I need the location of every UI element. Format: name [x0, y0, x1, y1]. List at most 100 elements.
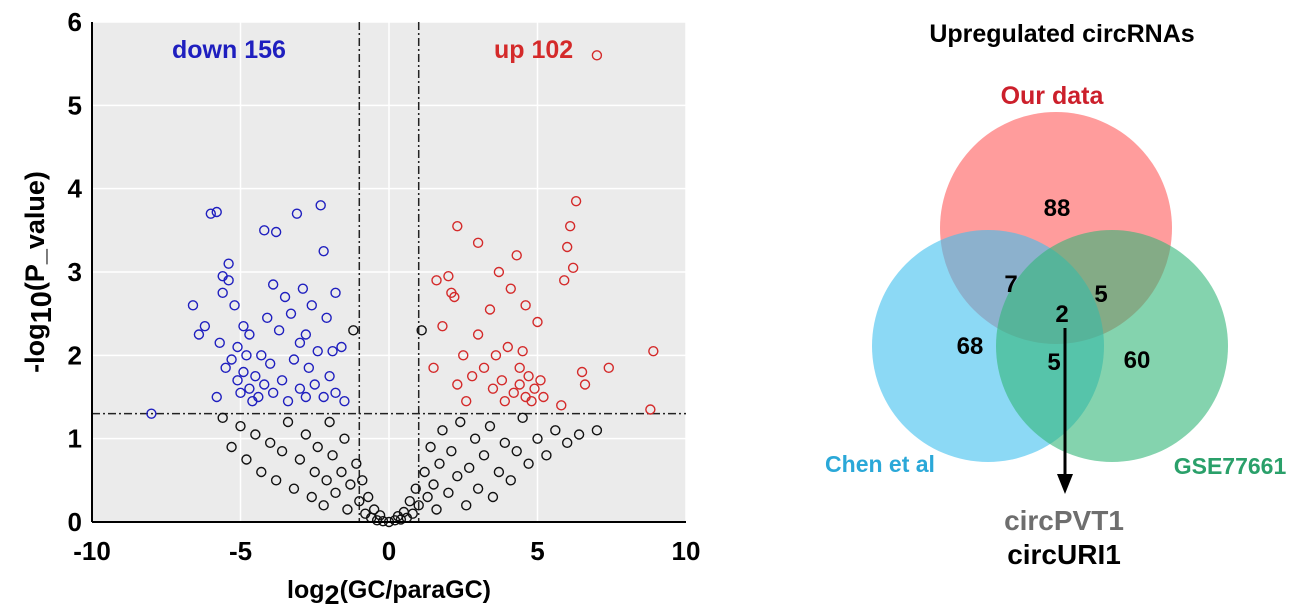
data-point [351, 458, 362, 469]
data-point [478, 450, 490, 461]
data-point [276, 375, 288, 386]
count-chen-gse: 5 [1047, 349, 1060, 376]
data-point [312, 441, 323, 453]
data-point [499, 437, 511, 449]
data-point [496, 375, 508, 386]
data-point [431, 504, 442, 515]
data-point [232, 341, 243, 353]
y-tick-label: 6 [68, 7, 82, 37]
y-tick-label: 0 [68, 507, 82, 537]
data-point [235, 387, 246, 399]
data-point [455, 416, 466, 428]
data-point [220, 362, 231, 374]
y-axis-label-sub: 10 [26, 291, 58, 323]
count-only-our-data: 88 [1044, 195, 1071, 222]
data-point [505, 283, 516, 294]
data-point [478, 362, 490, 374]
data-point [253, 391, 264, 403]
data-point [241, 350, 252, 361]
data-point [235, 420, 246, 432]
data-point [535, 375, 546, 386]
result-circpvt1: circPVT1 [1004, 505, 1124, 536]
data-point [428, 479, 439, 490]
data-point [265, 437, 276, 449]
x-tick-labels: -10 -5 0 5 10 [73, 536, 700, 566]
data-point [443, 270, 454, 282]
y-axis-label-rest: (P_value) [20, 171, 50, 291]
data-point [336, 341, 347, 353]
data-point [493, 466, 505, 478]
x-tick-label: -5 [229, 536, 252, 566]
data-point [300, 329, 312, 340]
data-point [505, 475, 516, 486]
data-point [321, 312, 332, 324]
data-point [437, 425, 448, 436]
data-point [330, 387, 341, 399]
y-tick-label: 5 [68, 90, 82, 120]
data-point [576, 366, 588, 378]
data-point [309, 379, 320, 390]
data-point [238, 366, 249, 378]
data-point [241, 454, 252, 465]
data-point [267, 387, 279, 399]
data-point [579, 379, 591, 390]
data-point [238, 320, 249, 332]
data-point [538, 391, 549, 403]
data-point [502, 341, 513, 353]
data-point [511, 445, 522, 457]
data-point [315, 200, 326, 211]
up-count-label: up 102 [494, 36, 573, 64]
count-only-gse: 60 [1124, 347, 1151, 374]
data-point [309, 466, 320, 478]
down-count-label: down 156 [172, 36, 286, 64]
data-point [446, 445, 457, 457]
data-point [146, 408, 157, 419]
data-point [330, 487, 341, 499]
y-tick-label: 4 [68, 174, 83, 204]
data-point [327, 450, 338, 461]
data-point [466, 370, 478, 382]
data-point [508, 387, 519, 399]
data-point [279, 291, 291, 303]
data-point [529, 383, 540, 394]
data-point [532, 433, 543, 444]
data-point [425, 441, 436, 453]
data-point [267, 279, 279, 290]
data-point [250, 370, 261, 382]
data-point [416, 325, 427, 336]
data-point [330, 287, 341, 299]
data-point [318, 391, 329, 403]
data-point [357, 475, 368, 486]
data-point [517, 412, 528, 424]
venn-title: Upregulated circRNAs [929, 20, 1194, 48]
data-point [327, 345, 338, 357]
data-point [193, 329, 205, 340]
grid-lines [91, 21, 687, 523]
result-arrow-head [1057, 474, 1073, 494]
data-point [187, 300, 199, 311]
data-point [461, 395, 472, 407]
data-point [431, 275, 442, 286]
data-point [559, 275, 570, 286]
venn-label-chen-et-al: Chen et al [825, 451, 935, 477]
x-tick-label: -10 [73, 536, 111, 566]
data-point [348, 325, 359, 336]
data-point [288, 354, 300, 365]
data-point [458, 350, 469, 361]
data-point [259, 379, 270, 390]
data-point [526, 395, 537, 407]
data-point [223, 275, 234, 286]
data-point [567, 262, 579, 274]
y-axis-label: -log10(P_value) [20, 171, 58, 373]
data-point [276, 445, 288, 457]
data-point [324, 416, 335, 428]
y-tick-label: 1 [68, 424, 82, 454]
data-point [487, 383, 499, 394]
data-point [520, 300, 531, 311]
venn-label-our-data: Our data [1001, 82, 1105, 110]
data-point [541, 450, 552, 461]
data-point [303, 362, 315, 374]
data-point [270, 475, 282, 486]
